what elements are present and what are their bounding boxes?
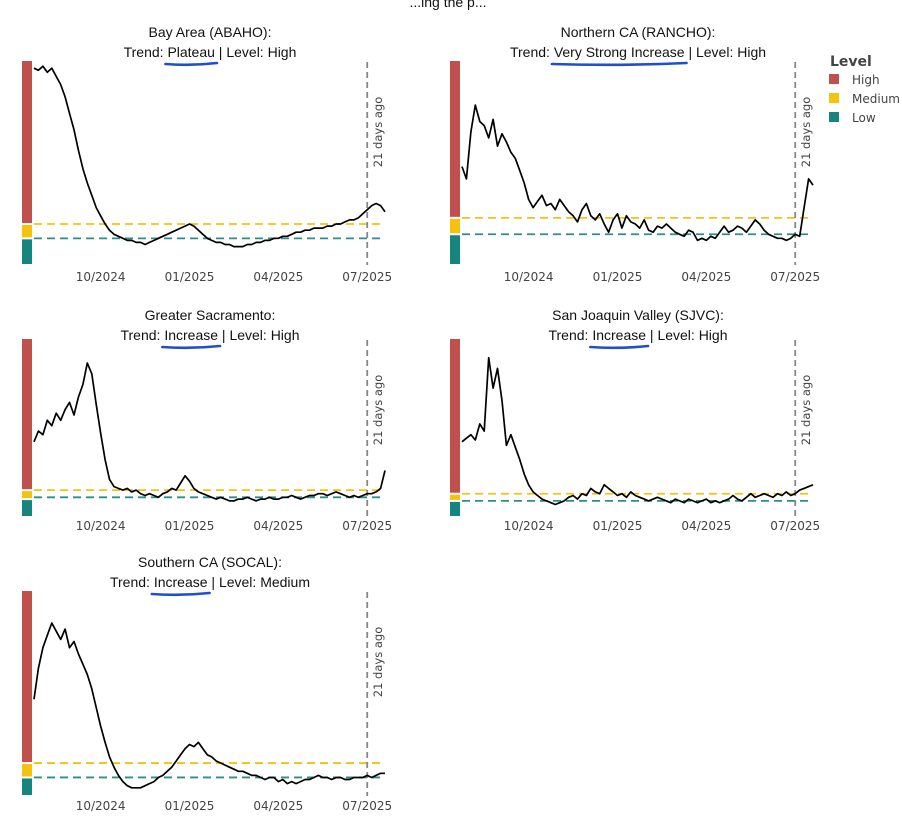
chart-title-trend-line: Trend: Increase | Level: High xyxy=(120,327,299,343)
chart-title-trend-line: Trend: Increase | Level: Medium xyxy=(110,574,310,590)
level-value: | Level: High xyxy=(685,44,766,60)
legend-label-high: High xyxy=(852,73,880,87)
level-band-medium xyxy=(22,491,32,499)
x-tick-label: 04/2025 xyxy=(681,270,731,284)
trend-prefix: Trend: xyxy=(110,574,154,590)
chart-title-region: Bay Area (ABAHO): xyxy=(149,24,272,40)
level-band-high xyxy=(450,61,460,217)
days-ago-marker-label: 21 days ago xyxy=(371,627,385,697)
trend-value: Very Strong Increase xyxy=(554,44,685,60)
level-band-medium xyxy=(22,225,32,238)
legend-title: Level xyxy=(830,54,872,70)
trend-underline-annotation xyxy=(164,61,219,67)
x-tick-label: 10/2024 xyxy=(76,270,126,284)
signal-line xyxy=(33,362,386,502)
days-ago-marker-label: 21 days ago xyxy=(799,375,813,445)
level-band-high xyxy=(22,591,32,763)
x-tick-label: 10/2024 xyxy=(76,519,126,533)
chart-title-region: Greater Sacramento: xyxy=(145,307,276,323)
trend-underline-annotation xyxy=(550,61,688,67)
x-tick-label: 04/2025 xyxy=(253,799,303,813)
trend-value: Plateau xyxy=(167,44,214,60)
x-tick-label: 04/2025 xyxy=(681,519,731,533)
region-charts: Bay Area (ABAHO): Trend: Plateau | Level:… xyxy=(22,24,820,813)
legend-swatch-low xyxy=(829,112,839,122)
trend-prefix: Trend: xyxy=(120,327,164,343)
x-tick-label: 07/2025 xyxy=(342,799,392,813)
x-tick-label: 07/2025 xyxy=(770,519,820,533)
trend-underline-annotation xyxy=(589,344,650,350)
trend-value: Increase xyxy=(164,327,218,343)
signal-line xyxy=(33,65,386,248)
header-fragment: ...ing the p... xyxy=(409,0,486,10)
level-legend: Level High Medium Low xyxy=(829,54,900,125)
trend-underline-annotation xyxy=(161,344,222,350)
chart-title-trend-line: Trend: Very Strong Increase | Level: Hig… xyxy=(510,44,766,60)
trend-value: Increase xyxy=(592,327,646,343)
days-ago-marker-label: 21 days ago xyxy=(371,97,385,167)
chart-panel-5: Southern CA (SOCAL): Trend: Increase | Le… xyxy=(22,554,392,813)
signal-line xyxy=(461,356,814,506)
x-tick-label: 07/2025 xyxy=(342,519,392,533)
level-band-low xyxy=(22,239,32,264)
chart-title-trend-line: Trend: Plateau | Level: High xyxy=(124,44,297,60)
x-tick-label: 04/2025 xyxy=(253,519,303,533)
legend-swatch-high xyxy=(829,74,839,84)
x-tick-label: 10/2024 xyxy=(504,519,554,533)
chart-title-region: Southern CA (SOCAL): xyxy=(138,554,282,570)
level-band-medium xyxy=(450,494,460,500)
signal-line xyxy=(33,622,385,789)
x-tick-label: 01/2025 xyxy=(165,270,215,284)
x-tick-label: 10/2024 xyxy=(504,270,554,284)
level-value: | Level: High xyxy=(646,327,727,343)
level-band-high xyxy=(22,61,32,223)
level-band-low xyxy=(450,501,460,516)
level-value: | Level: High xyxy=(218,327,299,343)
level-band-medium xyxy=(450,218,460,234)
trend-prefix: Trend: xyxy=(124,44,168,60)
chart-panel-4: San Joaquin Valley (SJVC): Trend: Increas… xyxy=(450,307,820,533)
x-tick-label: 01/2025 xyxy=(593,270,643,284)
trend-prefix: Trend: xyxy=(548,327,592,343)
level-band-medium xyxy=(22,764,32,777)
chart-panel-3: Greater Sacramento: Trend: Increase | Lev… xyxy=(22,307,392,533)
legend-swatch-medium xyxy=(829,93,839,103)
trend-underline-annotation xyxy=(150,591,211,597)
chart-title-region: Northern CA (RANCHO): xyxy=(561,24,716,40)
level-band-high xyxy=(22,339,32,490)
level-band-low xyxy=(22,778,32,795)
chart-panel-1: Bay Area (ABAHO): Trend: Plateau | Level:… xyxy=(22,24,392,284)
days-ago-marker-label: 21 days ago xyxy=(371,375,385,445)
chart-title-trend-line: Trend: Increase | Level: High xyxy=(548,327,727,343)
level-band-low xyxy=(22,500,32,516)
x-tick-label: 10/2024 xyxy=(76,799,126,813)
legend-label-low: Low xyxy=(852,111,876,125)
trend-value: Increase xyxy=(154,574,208,590)
x-tick-label: 07/2025 xyxy=(342,270,392,284)
level-value: | Level: Medium xyxy=(208,574,310,590)
level-band-high xyxy=(450,339,460,493)
x-tick-label: 04/2025 xyxy=(253,270,303,284)
x-tick-label: 01/2025 xyxy=(165,799,215,813)
trend-prefix: Trend: xyxy=(510,44,554,60)
x-tick-label: 07/2025 xyxy=(770,270,820,284)
x-tick-label: 01/2025 xyxy=(165,519,215,533)
level-band-low xyxy=(450,235,460,264)
level-value: | Level: High xyxy=(215,44,296,60)
chart-title-region: San Joaquin Valley (SJVC): xyxy=(552,307,724,323)
legend-label-medium: Medium xyxy=(852,92,900,106)
signal-line xyxy=(461,104,814,242)
x-tick-label: 01/2025 xyxy=(593,519,643,533)
days-ago-marker-label: 21 days ago xyxy=(799,97,813,167)
chart-panel-2: Northern CA (RANCHO): Trend: Very Strong … xyxy=(450,24,820,284)
